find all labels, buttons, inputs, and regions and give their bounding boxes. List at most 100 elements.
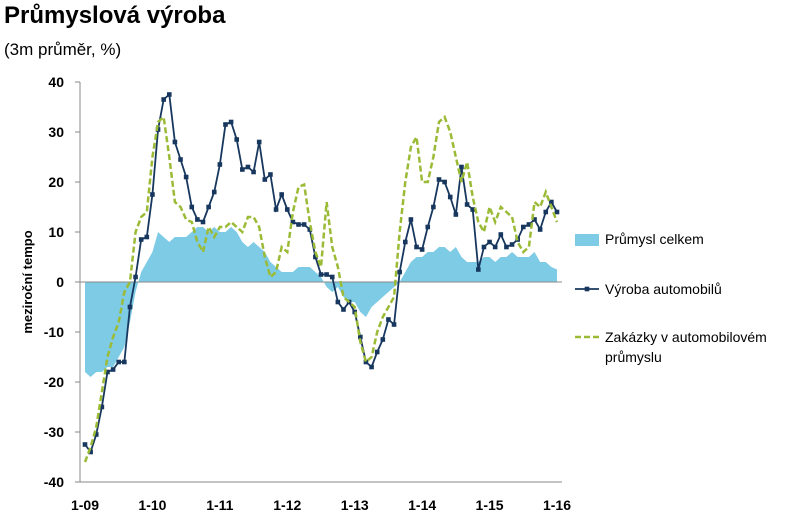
- marker: [341, 307, 346, 312]
- y-tick-label: 20: [48, 174, 64, 190]
- legend-swatch: [584, 286, 590, 292]
- marker: [498, 232, 504, 237]
- marker: [279, 192, 284, 197]
- y-tick-label: 30: [48, 124, 64, 140]
- marker: [262, 177, 268, 182]
- area: [85, 227, 557, 377]
- marker: [509, 242, 515, 247]
- marker: [251, 169, 256, 175]
- marker: [386, 317, 391, 322]
- y-tick-label: 0: [56, 274, 64, 290]
- marker: [133, 274, 138, 280]
- marker: [414, 244, 419, 250]
- marker: [526, 222, 532, 227]
- x-tick-label: 1-09: [71, 497, 99, 513]
- marker: [105, 369, 110, 375]
- y-tick-label: -40: [44, 474, 64, 490]
- marker: [144, 234, 150, 240]
- marker: [127, 304, 133, 310]
- marker: [318, 272, 324, 277]
- marker: [82, 442, 88, 447]
- y-tick-label: -10: [44, 324, 64, 340]
- marker: [178, 157, 183, 162]
- marker: [256, 139, 262, 145]
- marker: [470, 207, 476, 212]
- marker: [402, 239, 408, 245]
- marker: [532, 217, 537, 222]
- x-tick-label: 1-12: [273, 497, 301, 513]
- marker: [88, 449, 93, 455]
- marker: [166, 92, 172, 97]
- marker: [464, 202, 470, 207]
- marker: [284, 207, 290, 212]
- marker: [335, 299, 341, 305]
- marker: [408, 217, 414, 222]
- marker: [492, 244, 498, 250]
- x-tick-label: 1-14: [408, 497, 436, 513]
- marker: [161, 97, 166, 102]
- marker: [453, 212, 459, 217]
- y-tick-label: 40: [48, 74, 64, 90]
- marker: [324, 272, 329, 277]
- marker: [150, 192, 155, 197]
- marker: [93, 432, 99, 437]
- x-tick-label: 1-16: [543, 497, 571, 513]
- y-axis-label: meziroční tempo: [20, 230, 35, 333]
- marker: [374, 349, 380, 355]
- marker: [369, 364, 374, 370]
- marker: [110, 367, 116, 372]
- chart-subtitle: (3m průměr, %): [4, 40, 122, 59]
- legend-swatch: [575, 234, 599, 246]
- chart-title: Průmyslová výroba: [4, 2, 226, 29]
- y-tick-label: -30: [44, 424, 64, 440]
- marker: [313, 254, 318, 260]
- x-tick-label: 1-10: [138, 497, 166, 513]
- marker: [442, 179, 447, 185]
- marker: [476, 267, 481, 272]
- marker: [211, 189, 217, 195]
- marker: [206, 204, 211, 210]
- legend-label: Průmysl celkem: [605, 231, 704, 247]
- marker: [217, 162, 223, 167]
- marker: [296, 222, 301, 227]
- marker: [122, 359, 127, 365]
- x-tick-label: 1-15: [476, 497, 504, 513]
- marker: [189, 204, 195, 210]
- x-tick-label: 1-11: [206, 497, 233, 513]
- marker: [301, 222, 307, 227]
- marker: [459, 164, 464, 170]
- marker: [268, 172, 273, 177]
- marker: [234, 137, 240, 142]
- marker: [200, 219, 206, 225]
- marker: [358, 334, 363, 340]
- marker: [481, 244, 487, 250]
- marker: [504, 244, 509, 250]
- marker: [195, 217, 200, 222]
- marker: [549, 199, 554, 205]
- marker: [436, 177, 442, 182]
- marker: [419, 247, 425, 252]
- marker: [363, 359, 369, 365]
- marker: [329, 274, 335, 280]
- marker: [487, 239, 492, 245]
- marker: [554, 209, 560, 215]
- marker: [290, 219, 296, 225]
- marker: [183, 174, 189, 180]
- marker: [431, 204, 436, 210]
- line: [83, 114, 559, 463]
- marker: [520, 224, 526, 230]
- marker: [228, 119, 234, 125]
- marker: [99, 404, 105, 410]
- marker: [172, 139, 178, 145]
- marker: [537, 227, 543, 232]
- marker: [223, 122, 228, 127]
- marker: [391, 322, 397, 327]
- legend-label: Výroba automobilů: [605, 281, 722, 297]
- y-tick-label: -20: [44, 374, 64, 390]
- marker: [273, 207, 279, 212]
- marker: [307, 227, 313, 232]
- y-tick-label: 10: [48, 224, 64, 240]
- marker: [425, 224, 431, 230]
- marker: [240, 167, 245, 172]
